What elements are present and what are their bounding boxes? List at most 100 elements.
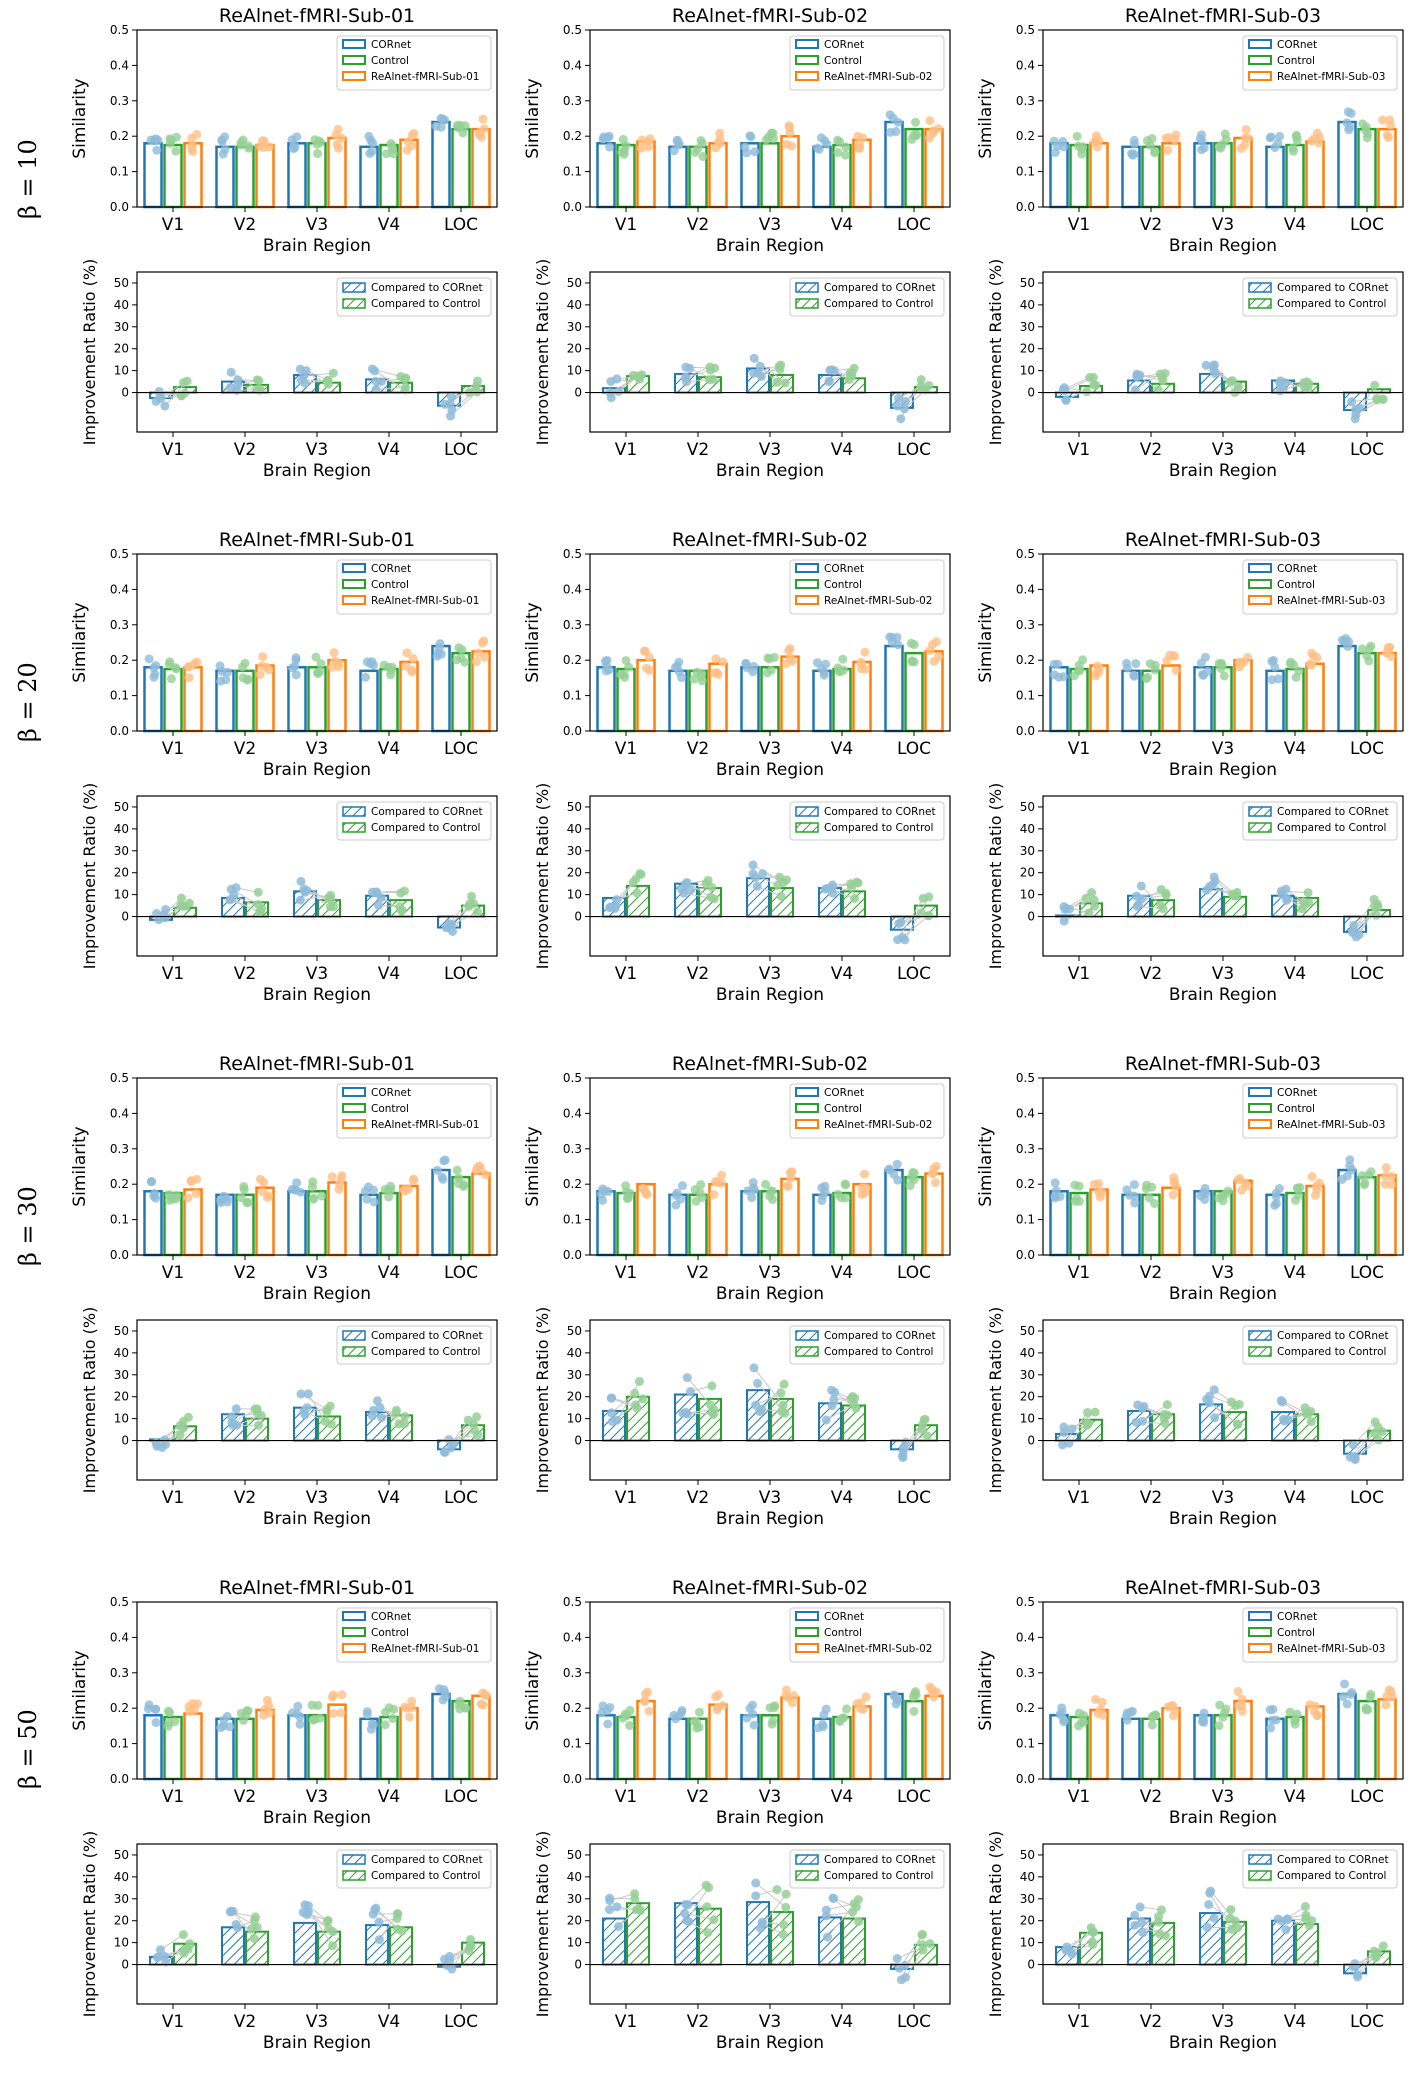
similarity-point [742, 1713, 752, 1723]
similarity-x-axis-label: Brain Region [1169, 236, 1277, 256]
similarity-x-axis-label: Brain Region [1169, 1284, 1277, 1304]
similarity-y-tick-label: 0.1 [110, 689, 129, 703]
similarity-title: ReAlnet-fMRI-Sub-01 [219, 529, 415, 551]
improvement-y-tick-label: 0 [574, 386, 582, 400]
improvement-x-tick-label: V2 [1140, 964, 1162, 984]
legend-entry: Control [1277, 55, 1315, 67]
similarity-point [1092, 142, 1102, 152]
similarity-point [329, 648, 339, 658]
improvement-point-control [1155, 1929, 1165, 1939]
similarity-point [220, 144, 230, 154]
similarity-bar-control-V2 [235, 145, 255, 209]
improvement-point-control [707, 1381, 717, 1391]
improvement-x-tick-label: V2 [687, 1488, 709, 1508]
legend-entry: Control [371, 55, 409, 67]
similarity-point [1077, 144, 1087, 154]
legend-swatch [795, 1087, 819, 1097]
improvement-bar-vs-cornet-V4 [365, 1924, 389, 1966]
improvement-y-tick-label: 30 [567, 320, 582, 334]
improvement-y-tick-label: 40 [1020, 822, 1035, 836]
legend-swatch [795, 282, 819, 293]
improvement-point-cornet [373, 900, 383, 910]
improvement-y-axis-label: Improvement Ratio (%) [80, 783, 99, 970]
improvement-y-tick-label: 0 [574, 910, 582, 924]
similarity-x-tick-label: V2 [234, 1787, 256, 1807]
similarity-point [479, 636, 489, 646]
improvement-point-control [1306, 1417, 1316, 1427]
similarity-point [360, 672, 370, 682]
improvement-y-tick-label: 30 [114, 1892, 129, 1906]
improvement-point-control [704, 1883, 714, 1893]
similarity-point [1221, 135, 1231, 145]
legend-entry: Compared to CORnet [371, 282, 483, 294]
panel-pair-beta20-sub3: ReAlnet-fMRI-Sub-03 0.0 0.1 0.2 0.3 0.4 0.5 V1 V… [976, 529, 1404, 1005]
improvement-point-control [703, 875, 713, 885]
improvement-point-control [632, 888, 642, 898]
similarity-point [742, 663, 752, 673]
improvement-point-cornet [1209, 365, 1219, 375]
panel-pair-beta30-sub1: ReAlnet-fMRI-Sub-01 0.0 0.1 0.2 0.3 0.4 0.5 V1 V… [70, 1053, 498, 1529]
similarity-point [239, 1182, 249, 1192]
improvement-y-axis-label: Improvement Ratio (%) [533, 1831, 552, 2018]
improvement-point-control [707, 882, 717, 892]
improvement-point-cornet [371, 376, 381, 386]
similarity-point [927, 1169, 937, 1179]
improvement-y-tick-label: 0 [121, 1434, 129, 1448]
improvement-x-axis-label: Brain Region [263, 1509, 371, 1529]
similarity-point [820, 1181, 830, 1191]
similarity-point [192, 1174, 202, 1184]
improvement-point-cornet [892, 401, 902, 411]
improvement-point-control [1373, 902, 1383, 912]
improvement-point-control [918, 1940, 928, 1950]
similarity-point [1215, 1700, 1225, 1710]
similarity-point [911, 117, 921, 127]
legend-entry: Control [371, 579, 409, 591]
similarity-point [1340, 1679, 1350, 1689]
legend-entry: Compared to Control [824, 1346, 933, 1358]
improvement-x-axis-label: Brain Region [716, 1509, 824, 1529]
improvement-point-cornet [225, 1907, 235, 1917]
similarity-point [309, 1714, 319, 1724]
similarity-bar-control-V4 [832, 667, 852, 733]
improvement-point-cornet [1276, 376, 1286, 386]
paired-line [684, 1912, 714, 1921]
improvement-point-cornet [1067, 1949, 1077, 1959]
legend-swatch [795, 39, 819, 49]
improvement-point-cornet [1281, 1925, 1291, 1935]
improvement-point-control [326, 890, 336, 900]
improvement-point-cornet [1059, 916, 1069, 926]
paired-line [686, 882, 711, 898]
similarity-point [1309, 651, 1319, 661]
similarity-y-tick-label: 0.5 [110, 547, 129, 561]
similarity-bar-control-V4 [832, 1715, 852, 1781]
panel-pair-beta30-sub2: ReAlnet-fMRI-Sub-02 0.0 0.1 0.2 0.3 0.4 0.5 V1 V… [523, 1053, 951, 1529]
similarity-point [1345, 1155, 1355, 1165]
similarity-point [1090, 1694, 1100, 1704]
similarity-x-tick-label: V4 [831, 739, 853, 759]
improvement-y-axis-label: Improvement Ratio (%) [80, 259, 99, 446]
similarity-point [307, 1700, 317, 1710]
similarity-point [243, 674, 253, 684]
similarity-x-axis-label: Brain Region [263, 760, 371, 780]
improvement-point-control [630, 1388, 640, 1398]
similarity-y-tick-label: 0.4 [110, 1106, 129, 1120]
improvement-y-tick-label: 10 [1020, 364, 1035, 378]
improvement-point-cornet [227, 1417, 237, 1427]
paired-line [826, 1903, 855, 1911]
improvement-point-control [637, 370, 647, 380]
paired-line [1356, 1950, 1375, 1975]
similarity-point [598, 1195, 608, 1205]
improvement-y-tick-label: 10 [567, 364, 582, 378]
improvement-legend [789, 801, 945, 841]
similarity-bar-realnet-V1 [1089, 142, 1109, 209]
improvement-point-control [1373, 1422, 1383, 1432]
similarity-point [402, 648, 412, 658]
improvement-point-control [473, 1430, 483, 1440]
similarity-point [853, 131, 863, 141]
similarity-y-tick-label: 0.4 [563, 1630, 582, 1644]
similarity-point [1219, 671, 1229, 681]
similarity-y-tick-label: 0.0 [563, 724, 582, 738]
improvement-bar-vs-cornet-V3 [1199, 372, 1223, 394]
improvement-point-cornet [447, 919, 457, 929]
similarity-point [1131, 659, 1141, 669]
